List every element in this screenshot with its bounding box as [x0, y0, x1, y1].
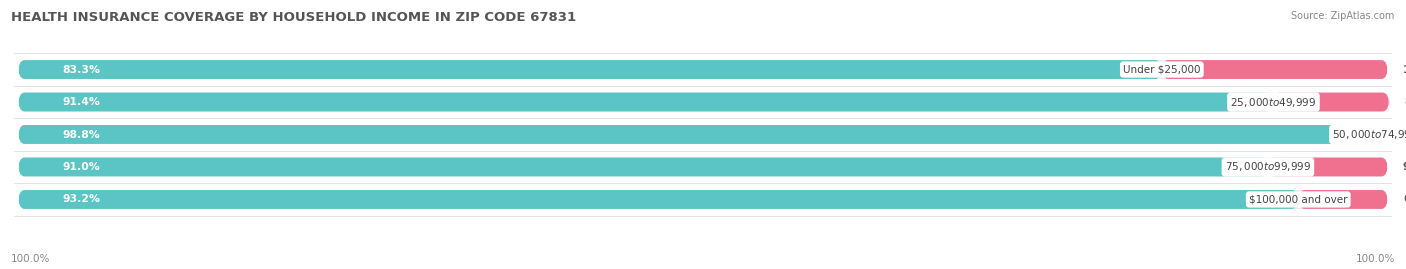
- Text: Under $25,000: Under $25,000: [1123, 65, 1201, 75]
- FancyBboxPatch shape: [18, 125, 1388, 144]
- FancyBboxPatch shape: [1375, 125, 1388, 144]
- Text: 1.2%: 1.2%: [1403, 129, 1406, 140]
- FancyBboxPatch shape: [1161, 60, 1388, 79]
- Text: HEALTH INSURANCE COVERAGE BY HOUSEHOLD INCOME IN ZIP CODE 67831: HEALTH INSURANCE COVERAGE BY HOUSEHOLD I…: [11, 11, 576, 24]
- Text: 91.0%: 91.0%: [62, 162, 100, 172]
- FancyBboxPatch shape: [1298, 190, 1388, 209]
- Text: 91.4%: 91.4%: [62, 97, 100, 107]
- Text: 16.7%: 16.7%: [1403, 65, 1406, 75]
- Text: 100.0%: 100.0%: [11, 254, 51, 264]
- Text: 6.8%: 6.8%: [1403, 194, 1406, 204]
- FancyBboxPatch shape: [18, 190, 1388, 209]
- FancyBboxPatch shape: [18, 158, 1388, 176]
- FancyBboxPatch shape: [18, 158, 1268, 176]
- FancyBboxPatch shape: [18, 190, 1298, 209]
- Text: 100.0%: 100.0%: [1355, 254, 1395, 264]
- FancyBboxPatch shape: [1274, 93, 1389, 111]
- Text: $100,000 and over: $100,000 and over: [1249, 194, 1347, 204]
- Text: 8.7%: 8.7%: [1405, 97, 1406, 107]
- Text: Source: ZipAtlas.com: Source: ZipAtlas.com: [1291, 11, 1395, 21]
- Text: 98.8%: 98.8%: [62, 129, 100, 140]
- Text: $50,000 to $74,999: $50,000 to $74,999: [1333, 128, 1406, 141]
- Text: $75,000 to $99,999: $75,000 to $99,999: [1225, 161, 1310, 174]
- FancyBboxPatch shape: [1268, 158, 1388, 176]
- Text: 83.3%: 83.3%: [62, 65, 100, 75]
- Text: 9.0%: 9.0%: [1403, 162, 1406, 172]
- FancyBboxPatch shape: [18, 93, 1388, 111]
- FancyBboxPatch shape: [18, 125, 1375, 144]
- FancyBboxPatch shape: [18, 60, 1388, 79]
- Text: 93.2%: 93.2%: [62, 194, 100, 204]
- FancyBboxPatch shape: [18, 60, 1161, 79]
- FancyBboxPatch shape: [18, 93, 1274, 111]
- Text: $25,000 to $49,999: $25,000 to $49,999: [1230, 95, 1316, 108]
